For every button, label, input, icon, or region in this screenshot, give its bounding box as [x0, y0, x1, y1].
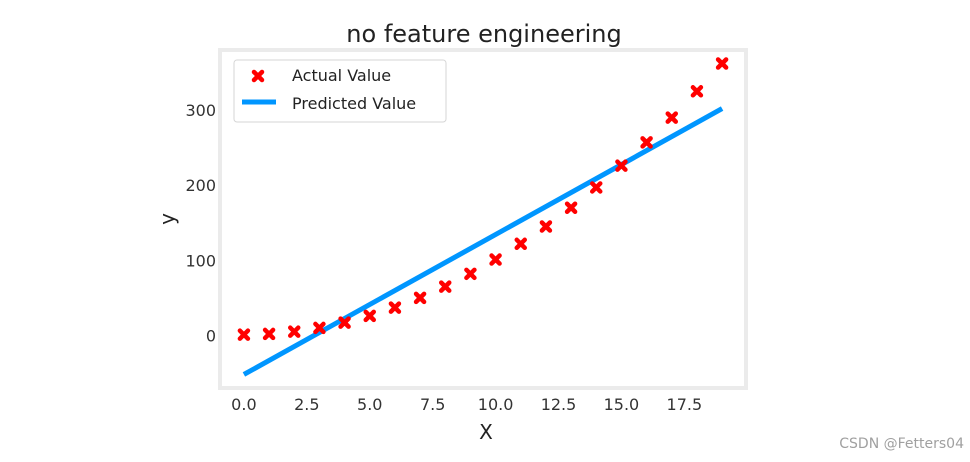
y-tick-label: 0: [206, 326, 216, 345]
actual-value-point: [715, 57, 729, 70]
actual-value-point: [590, 181, 603, 194]
actual-value-point: [539, 220, 553, 233]
x-tick-label: 7.5: [420, 395, 445, 414]
y-tick-label: 100: [185, 251, 216, 270]
actual-value-point: [514, 237, 528, 251]
actual-value-point: [338, 316, 351, 329]
actual-value-point: [413, 291, 427, 305]
y-tick-label: 200: [185, 176, 216, 195]
actual-value-point: [489, 253, 502, 266]
actual-value-point: [313, 321, 326, 335]
actual-value-point: [564, 201, 578, 214]
watermark: CSDN @Fetters04: [839, 436, 964, 452]
y-axis-label: y: [155, 213, 179, 225]
x-tick-label: 2.5: [294, 395, 319, 414]
legend-x-marker: [251, 69, 265, 83]
actual-value-point: [640, 136, 653, 149]
actual-value-point: [464, 267, 477, 281]
x-tick-label: 10.0: [478, 395, 514, 414]
actual-value-point: [363, 309, 376, 323]
legend-label-predicted: Predicted Value: [292, 94, 416, 113]
x-axis-label: X: [479, 420, 493, 444]
actual-value-point: [438, 280, 452, 293]
x-tick-label: 5.0: [357, 395, 382, 414]
actual-value-point: [287, 325, 301, 338]
x-tick-label: 12.5: [541, 395, 577, 414]
x-tick-label: 0.0: [231, 395, 256, 414]
legend-label-actual: Actual Value: [292, 66, 391, 85]
actual-value-point: [237, 328, 251, 341]
actual-value-point: [262, 327, 276, 341]
actual-value-point: [388, 301, 402, 314]
actual-value-point: [615, 159, 628, 172]
x-tick-label: 17.5: [667, 395, 703, 414]
series-layer: [237, 57, 729, 377]
y-tick-label: 300: [185, 101, 216, 120]
actual-value-point: [690, 85, 704, 98]
legend-box: [233, 59, 447, 123]
x-tick-label: 15.0: [604, 395, 640, 414]
chart-title: no feature engineering: [346, 20, 621, 48]
legend: Actual Value Predicted Value: [233, 59, 447, 123]
x-axis-ticks: 0.0 2.5 5.0 7.5 10.0 12.5 15.0 17.5: [231, 395, 702, 414]
actual-value-point: [665, 111, 679, 124]
y-axis-ticks: 0 100 200 300: [185, 101, 216, 345]
